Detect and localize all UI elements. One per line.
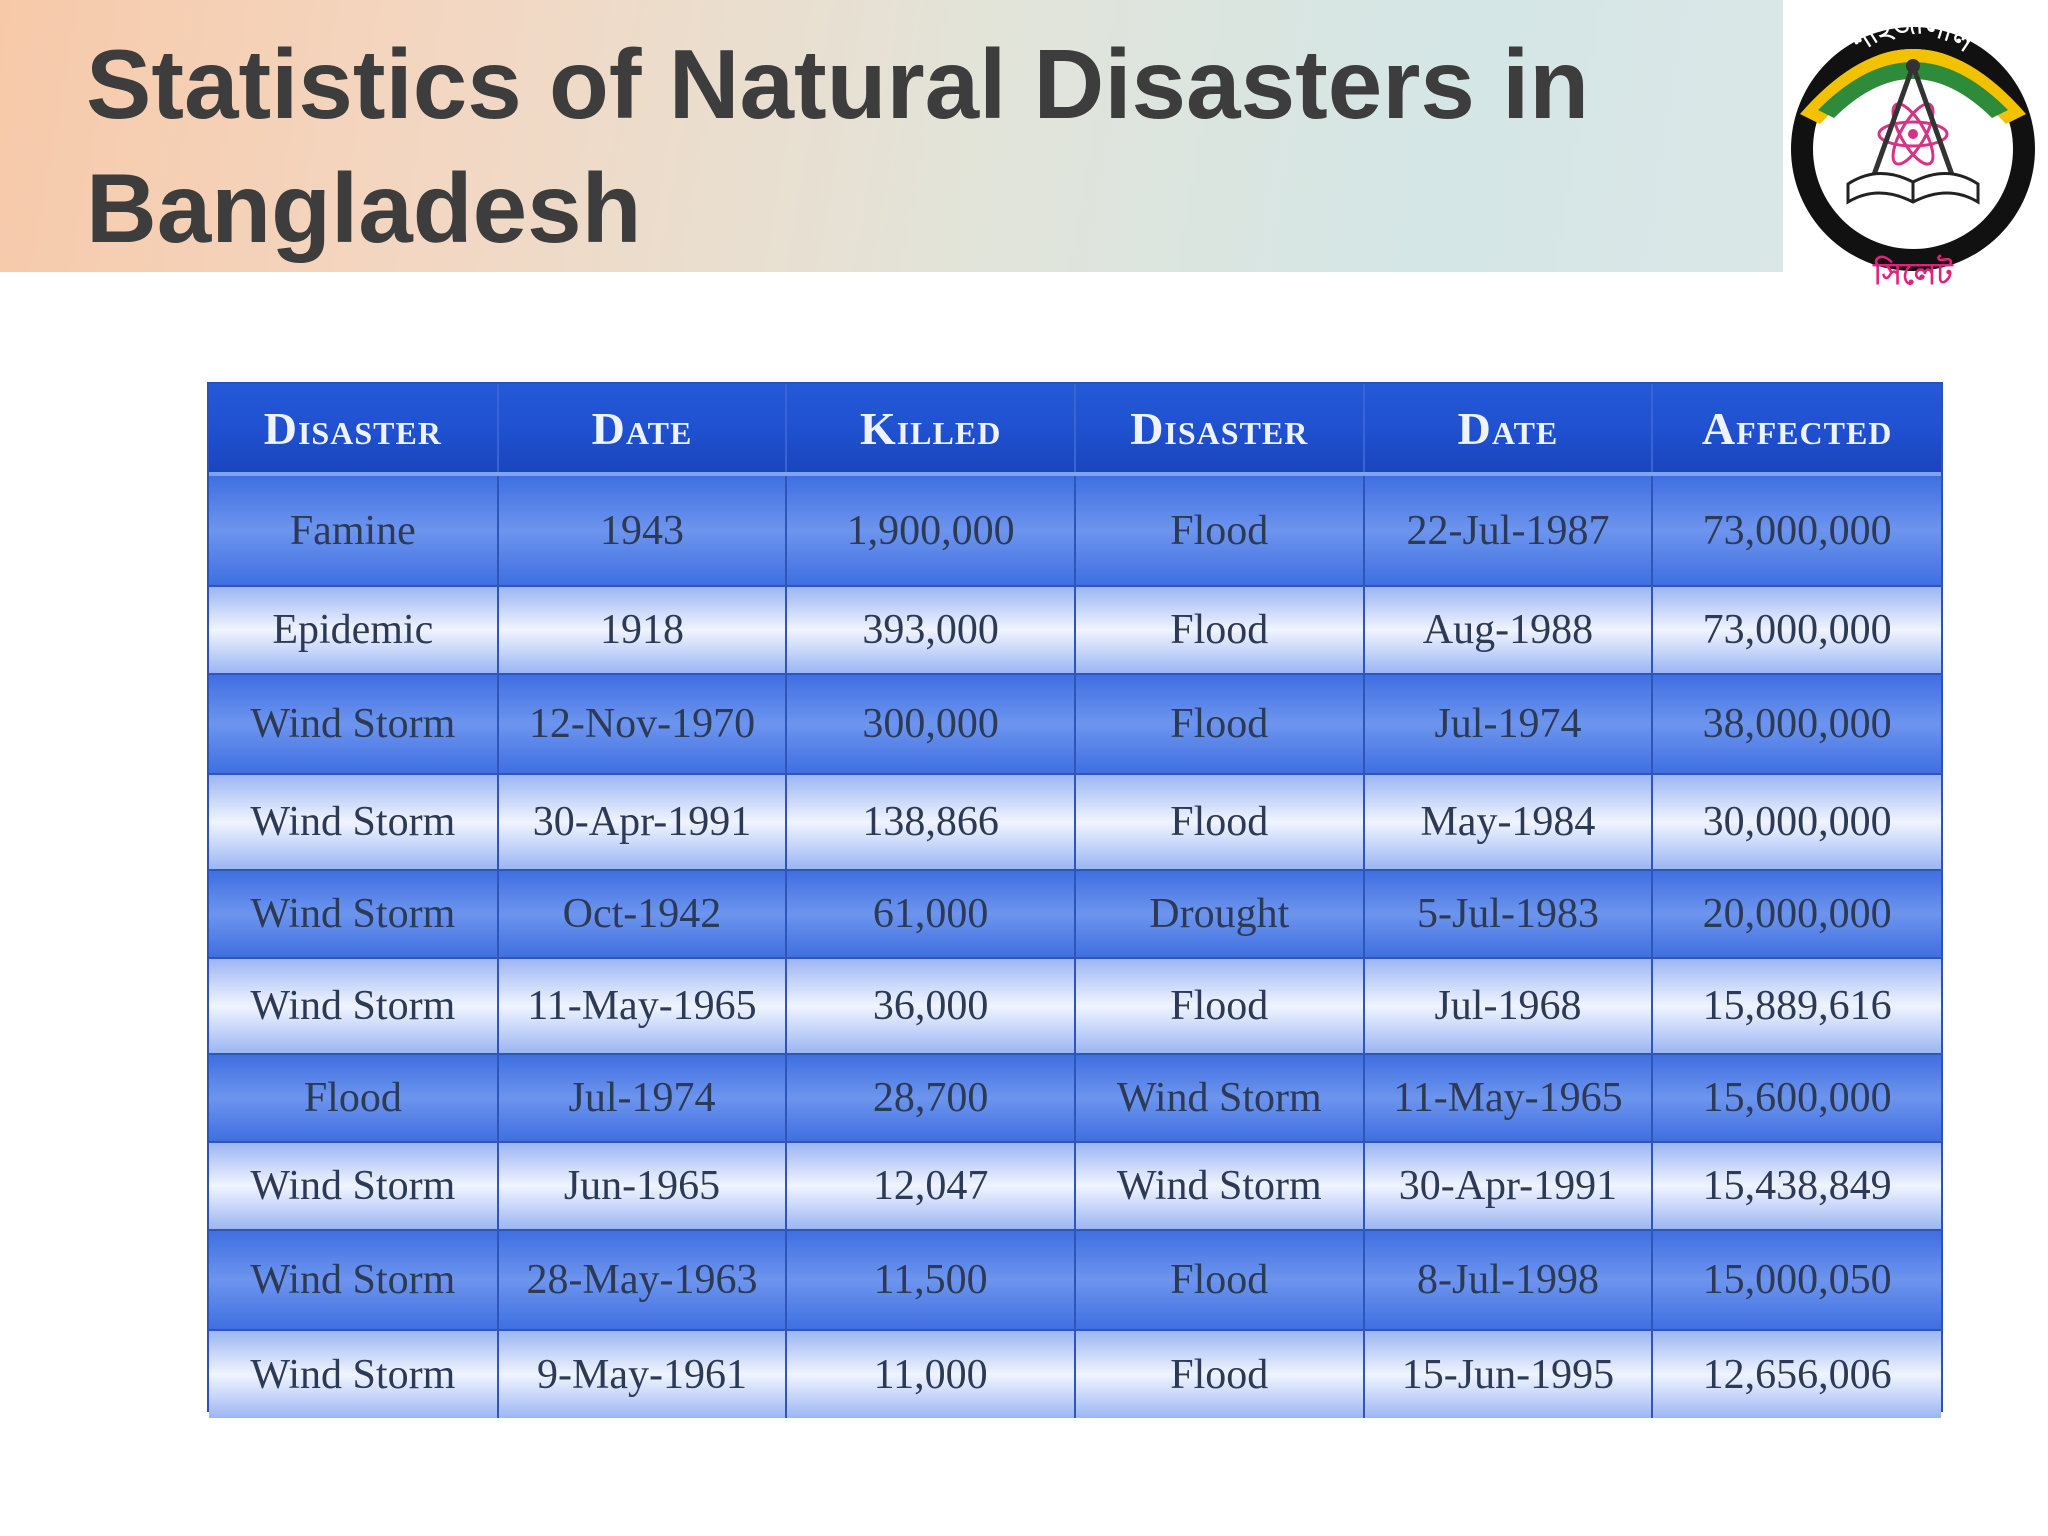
table-header-row: Disaster Date Killed Disaster Date Affec… (209, 384, 1941, 476)
table-cell: 393,000 (785, 585, 1075, 674)
table-cell: May-1984 (1362, 773, 1653, 870)
table-cell: 30-Apr-1991 (1362, 1141, 1653, 1230)
table-cell: Famine (209, 473, 498, 586)
table-row: Wind Storm Oct-1942 61,000 Drought 5-Jul… (209, 869, 1941, 958)
header-date-killed: Date (496, 384, 787, 476)
table-cell: 11,500 (785, 1229, 1075, 1330)
table-cell: 300,000 (785, 673, 1075, 774)
title-band (0, 0, 1783, 272)
table-cell: 15,600,000 (1651, 1053, 1941, 1142)
page-title: Statistics of Natural Disasters in Bangl… (86, 29, 1590, 263)
table-cell: 22-Jul-1987 (1362, 473, 1653, 586)
open-book-icon (1846, 172, 1980, 205)
table-cell: Drought (1073, 869, 1364, 958)
table-cell: 1918 (496, 585, 787, 674)
table-cell: Wind Storm (209, 1141, 498, 1230)
table-cell: 73,000,000 (1651, 473, 1941, 586)
header-killed: Killed (785, 384, 1075, 476)
table-cell: Oct-1942 (496, 869, 787, 958)
table-row: Wind Storm 9-May-1961 11,000 Flood 15-Ju… (209, 1329, 1941, 1418)
table-cell: Flood (1073, 1329, 1364, 1418)
table-cell: 9-May-1961 (496, 1329, 787, 1418)
table-cell: Flood (1073, 585, 1364, 674)
table-cell: 12-Nov-1970 (496, 673, 787, 774)
table-cell: 30,000,000 (1651, 773, 1941, 870)
table-row: Flood Jul-1974 28,700 Wind Storm 11-May-… (209, 1053, 1941, 1142)
table-cell: 30-Apr-1991 (496, 773, 787, 870)
table-cell: 11-May-1965 (1362, 1053, 1653, 1142)
header-disaster-affected: Disaster (1073, 384, 1364, 476)
table-cell: 15,438,849 (1651, 1141, 1941, 1230)
table-row: Epidemic 1918 393,000 Flood Aug-1988 73,… (209, 585, 1941, 674)
table-cell: Flood (1073, 673, 1364, 774)
university-seal-logo: শাহজালাল বিজ্ঞান ও প্রযুক্তি বিশ্ববিদ্যা… (1791, 14, 2035, 289)
table-cell: Wind Storm (209, 957, 498, 1054)
table-cell: 138,866 (785, 773, 1075, 870)
table-cell: 15,889,616 (1651, 957, 1941, 1054)
table-cell: Jul-1974 (1362, 673, 1653, 774)
compass-icon (1867, 59, 1959, 187)
table-cell: Jul-1974 (496, 1053, 787, 1142)
table-cell: 1943 (496, 473, 787, 586)
table-cell: Flood (209, 1053, 498, 1142)
table-cell: 73,000,000 (1651, 585, 1941, 674)
table-cell: 61,000 (785, 869, 1075, 958)
table-cell: 15,000,050 (1651, 1229, 1941, 1330)
header-date-affected: Date (1362, 384, 1653, 476)
table-cell: Epidemic (209, 585, 498, 674)
table-cell: Flood (1073, 773, 1364, 870)
table-cell: Wind Storm (209, 1229, 498, 1330)
table-cell: Wind Storm (209, 773, 498, 870)
table-cell: Wind Storm (209, 1329, 498, 1418)
table-row: Wind Storm Jun-1965 12,047 Wind Storm 30… (209, 1141, 1941, 1230)
table-row: Wind Storm 28-May-1963 11,500 Flood 8-Ju… (209, 1229, 1941, 1330)
table-cell: Wind Storm (1073, 1053, 1364, 1142)
table-cell: 28-May-1963 (496, 1229, 787, 1330)
table-cell: 12,656,006 (1651, 1329, 1941, 1418)
table-cell: Aug-1988 (1362, 585, 1653, 674)
table-row: Wind Storm 11-May-1965 36,000 Flood Jul-… (209, 957, 1941, 1054)
table-cell: 36,000 (785, 957, 1075, 1054)
table-cell: Flood (1073, 957, 1364, 1054)
table-cell: 12,047 (785, 1141, 1075, 1230)
table-cell: Wind Storm (209, 869, 498, 958)
table-cell: Wind Storm (1073, 1141, 1364, 1230)
disaster-table-container: Disaster Date Killed Disaster Date Affec… (207, 382, 1943, 1418)
table-cell: 20,000,000 (1651, 869, 1941, 958)
header-affected: Affected (1651, 384, 1941, 476)
table-cell: 38,000,000 (1651, 673, 1941, 774)
header-disaster-killed: Disaster (209, 384, 498, 476)
table-row: Famine 1943 1,900,000 Flood 22-Jul-1987 … (209, 473, 1941, 586)
table-cell: 11-May-1965 (496, 957, 787, 1054)
table-cell: 11,000 (785, 1329, 1075, 1418)
table-cell: Wind Storm (209, 673, 498, 774)
disaster-statistics-table: Disaster Date Killed Disaster Date Affec… (209, 384, 1941, 1418)
logo-bottom-text: সিলেট (1872, 254, 1954, 289)
table-row: Wind Storm 12-Nov-1970 300,000 Flood Jul… (209, 673, 1941, 774)
table-cell: 15-Jun-1995 (1362, 1329, 1653, 1418)
table-cell: 1,900,000 (785, 473, 1075, 586)
table-cell: Flood (1073, 1229, 1364, 1330)
table-cell: Jul-1968 (1362, 957, 1653, 1054)
table-row: Wind Storm 30-Apr-1991 138,866 Flood May… (209, 773, 1941, 870)
table-cell: 5-Jul-1983 (1362, 869, 1653, 958)
table-cell: 8-Jul-1998 (1362, 1229, 1653, 1330)
atom-icon (1877, 102, 1949, 166)
table-cell: Jun-1965 (496, 1141, 787, 1230)
table-cell: 28,700 (785, 1053, 1075, 1142)
table-cell: Flood (1073, 473, 1364, 586)
